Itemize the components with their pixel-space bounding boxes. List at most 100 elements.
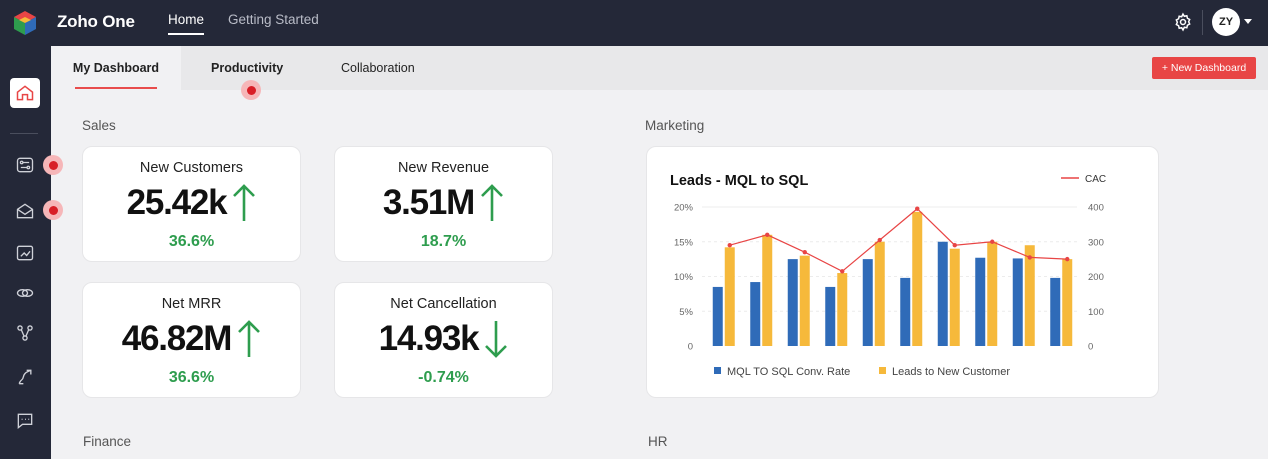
- cac-point: [877, 237, 882, 243]
- y-tick-left: 15%: [674, 237, 694, 248]
- bar-leads-to-new-customer: [1024, 245, 1035, 346]
- legend-label: Leads to New Customer: [892, 366, 1010, 378]
- bar-mql-sql-conv-rate: [975, 257, 986, 346]
- cac-point: [990, 239, 995, 244]
- top-navigation-bar: Zoho One Home Getting Started ZY: [0, 0, 1268, 46]
- tab-productivity[interactable]: Productivity: [211, 61, 284, 75]
- legend-label: MQL TO SQL Conv. Rate: [727, 366, 850, 378]
- bar-leads-to-new-customer: [837, 273, 848, 346]
- cac-point: [840, 269, 845, 274]
- section-sales: Sales: [82, 118, 116, 133]
- new-dashboard-button[interactable]: + New Dashboard: [1152, 57, 1256, 79]
- chat-icon: [17, 413, 33, 430]
- y-tick-left: 0: [688, 342, 693, 353]
- bar-leads-to-new-customer: [1062, 259, 1073, 346]
- kpi-title: Net MRR: [161, 296, 222, 312]
- avatar[interactable]: ZY: [1212, 8, 1240, 36]
- legend-swatch-blue: [714, 367, 721, 374]
- crm-icon: [16, 157, 34, 173]
- kpi-title: Net Cancellation: [390, 296, 497, 312]
- sidebar-item-crm[interactable]: [10, 150, 40, 180]
- y-tick-right: 300: [1088, 237, 1104, 248]
- section-finance: Finance: [83, 434, 132, 449]
- home-icon: [16, 85, 34, 101]
- sidebar-item-chat[interactable]: [10, 406, 40, 436]
- mail-campaign-icon: [16, 203, 34, 219]
- sidebar-item-analytics[interactable]: [10, 238, 40, 268]
- link-icon: [16, 289, 34, 297]
- sales-signal-icon: [18, 369, 32, 385]
- nav-getting-started[interactable]: Getting Started: [228, 12, 319, 27]
- hotspot-marker[interactable]: [43, 155, 63, 175]
- sidebar-item-signals[interactable]: [10, 362, 40, 392]
- cac-point: [1027, 255, 1032, 260]
- arrow-up-icon: [481, 184, 504, 221]
- dashboard-tab-bar: My Dashboard Productivity Collaboration …: [51, 46, 1268, 90]
- bar-mql-sql-conv-rate: [787, 259, 798, 346]
- chevron-down-icon[interactable]: [1244, 19, 1252, 24]
- y-tick-left: 5%: [679, 307, 693, 318]
- y-tick-left: 20%: [674, 203, 694, 214]
- bar-leads-to-new-customer: [987, 241, 998, 346]
- kpi-value: 46.82M: [121, 319, 233, 358]
- bar-mql-sql-conv-rate: [1050, 277, 1061, 346]
- section-marketing: Marketing: [645, 118, 705, 133]
- bar-leads-to-new-customer: [949, 248, 960, 346]
- kpi-percent: -0.74%: [418, 369, 469, 386]
- y-tick-right: 0: [1088, 342, 1093, 353]
- kpi-card-new-customers[interactable]: New Customers 25.42k 36.6%: [82, 146, 301, 262]
- sidebar-item-home[interactable]: [10, 78, 40, 108]
- kpi-value: 25.42k: [126, 183, 228, 222]
- y-tick-right: 100: [1088, 307, 1104, 318]
- kpi-title: New Revenue: [397, 160, 490, 176]
- sidebar-item-integrations[interactable]: [10, 278, 40, 308]
- sidebar-item-campaigns[interactable]: [10, 196, 40, 226]
- bar-mql-sql-conv-rate: [937, 241, 948, 346]
- y-tick-right: 200: [1088, 272, 1104, 283]
- kpi-percent: 18.7%: [420, 233, 467, 250]
- bar-mql-sql-conv-rate: [1012, 258, 1023, 346]
- cac-point: [915, 206, 920, 211]
- cac-point: [1065, 256, 1070, 262]
- hotspot-marker[interactable]: [241, 80, 261, 100]
- cac-point: [952, 243, 957, 248]
- nav-home[interactable]: Home: [168, 12, 205, 35]
- bar-mql-sql-conv-rate: [825, 286, 836, 346]
- cac-point: [727, 243, 732, 248]
- topbar-divider: [1202, 10, 1203, 35]
- sidebar-item-flow[interactable]: [10, 318, 40, 348]
- chart-title: Leads - MQL to SQL: [670, 173, 808, 189]
- leads-mql-sql-chart: Leads - MQL to SQL CAC 0 0 5% 100 10% 200 15% 300…: [670, 173, 1106, 378]
- bar-leads-to-new-customer: [724, 247, 735, 346]
- cac-point: [765, 232, 770, 237]
- arrow-up-icon: [233, 184, 256, 221]
- app-name: Zoho One: [57, 12, 135, 31]
- legend-line-label: CAC: [1085, 174, 1106, 185]
- zoho-cube-icon[interactable]: [11, 9, 39, 37]
- bar-leads-to-new-customer: [799, 255, 810, 346]
- kpi-value: 3.51M: [382, 183, 475, 222]
- cac-line: [729, 207, 1068, 273]
- kpi-card-new-revenue[interactable]: New Revenue 3.51M 18.7%: [334, 146, 553, 262]
- tab-collaboration[interactable]: Collaboration: [341, 61, 415, 75]
- kpi-card-net-mrr[interactable]: Net MRR 46.82M 36.6%: [82, 282, 301, 398]
- cac-point: [802, 249, 807, 255]
- y-tick-left: 10%: [674, 272, 694, 283]
- bar-leads-to-new-customer: [762, 234, 773, 346]
- legend-swatch-yellow: [879, 367, 886, 374]
- hotspot-marker[interactable]: [43, 200, 63, 220]
- arrow-up-icon: [238, 320, 261, 357]
- y-tick-right: 400: [1088, 203, 1104, 214]
- gear-icon[interactable]: [1173, 12, 1193, 32]
- bar-leads-to-new-customer: [874, 241, 885, 346]
- kpi-card-net-cancellation[interactable]: Net Cancellation 14.93k -0.74%: [334, 282, 553, 398]
- sidebar: [0, 46, 51, 459]
- bar-mql-sql-conv-rate: [750, 282, 761, 346]
- arrow-down-icon: [485, 321, 508, 358]
- bar-leads-to-new-customer: [912, 211, 923, 346]
- analytics-icon: [16, 245, 34, 261]
- tab-my-dashboard[interactable]: My Dashboard: [51, 46, 181, 90]
- chart-card-leads-mql-to-sql[interactable]: Leads - MQL to SQL CAC 0 0 5% 100 10% 200 15% 300…: [646, 146, 1159, 398]
- sidebar-divider: [10, 133, 38, 134]
- bar-mql-sql-conv-rate: [900, 277, 911, 346]
